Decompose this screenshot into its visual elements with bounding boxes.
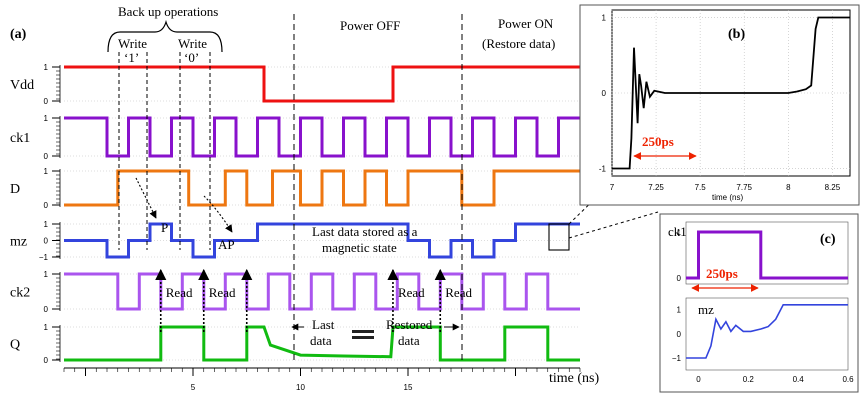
ytick-ck2: 1 bbox=[44, 270, 49, 279]
ytick-ck2: 0 bbox=[44, 305, 49, 314]
last-stored-line1: Last data stored as a bbox=[312, 224, 418, 239]
c-x-tick-label: 0.6 bbox=[842, 375, 854, 384]
b-x-tick-label: 7.5 bbox=[695, 183, 707, 192]
ytick-D: 0 bbox=[44, 201, 49, 210]
row-label-ck2: ck2 bbox=[10, 286, 30, 301]
c-mz-y-tick: 1 bbox=[677, 306, 682, 315]
ytick-Q: 1 bbox=[44, 323, 49, 332]
b-x-tick-label: 8.25 bbox=[825, 183, 841, 192]
c-x-tick-label: 0 bbox=[696, 375, 701, 384]
x-tick-label: 5 bbox=[191, 383, 196, 392]
last-data-line2: data bbox=[310, 333, 332, 348]
c-x-tick-label: 0.2 bbox=[743, 375, 755, 384]
c-mz-y-tick: 0 bbox=[677, 330, 682, 339]
panel-c-mz-label: mz bbox=[698, 302, 714, 317]
write0-value: ‘0’ bbox=[184, 50, 199, 65]
write1-arrow bbox=[135, 177, 157, 219]
b-x-tick-label: 8 bbox=[786, 183, 791, 192]
zoom-connector-c bbox=[568, 211, 659, 239]
c-x-tick-label: 0.4 bbox=[793, 375, 805, 384]
ytick-Vdd: 1 bbox=[44, 63, 49, 72]
trace-D bbox=[64, 169, 580, 207]
traces bbox=[64, 65, 580, 362]
write1-label: Write bbox=[118, 36, 147, 51]
read-label: Read bbox=[398, 285, 425, 300]
zoom-connector-b bbox=[568, 189, 605, 225]
backup-brace bbox=[107, 19, 223, 53]
trace-b-mz bbox=[612, 16, 850, 170]
y-axis-labels: 1 0 Vdd 1 0 ck1 1 0 D 1 0 −1 mz 1 0 ck2 1 0 Q bbox=[10, 63, 61, 365]
axes: 7 7.25 7.5 7.75 8 8.25 1 0 -1 bbox=[599, 14, 841, 192]
panel-c-tag: (c) bbox=[820, 232, 836, 247]
ytick-Vdd: 0 bbox=[44, 97, 49, 106]
zoom-box bbox=[548, 223, 570, 251]
b-y-tick-label: -1 bbox=[599, 164, 607, 173]
x-axis-title: time (ns) bbox=[549, 371, 599, 386]
last-data-line1: Last bbox=[312, 317, 335, 332]
write0-arrow bbox=[203, 195, 233, 233]
read-label: Read bbox=[209, 285, 236, 300]
power-on-label: Power ON bbox=[498, 16, 554, 31]
power-off-label: Power OFF bbox=[340, 18, 400, 33]
b-x-tick-label: 7.25 bbox=[648, 183, 664, 192]
traces bbox=[686, 230, 848, 359]
restored-line2: data bbox=[398, 333, 420, 348]
trace-Q bbox=[64, 325, 580, 362]
b-x-tick-label: 7.75 bbox=[736, 183, 752, 192]
trace-mz bbox=[64, 222, 580, 259]
row-label-mz: mz bbox=[10, 235, 27, 250]
ytick-Q: 0 bbox=[44, 356, 49, 365]
panel-b-tag: (b) bbox=[728, 27, 745, 42]
equals-bottom bbox=[352, 336, 374, 339]
x-tick-label: 15 bbox=[404, 383, 413, 392]
trace-Vdd bbox=[64, 65, 580, 103]
write1-value: ‘1’ bbox=[124, 50, 139, 65]
trace-ck2 bbox=[64, 272, 580, 311]
row-label-Q: Q bbox=[10, 338, 20, 353]
panel-b-250ps-label: 250ps bbox=[642, 134, 674, 149]
row-label-Vdd: Vdd bbox=[10, 78, 34, 93]
b-y-tick-label: 1 bbox=[602, 14, 607, 23]
panel-c-250ps-label: 250ps bbox=[706, 266, 738, 281]
row-label-ck1: ck1 bbox=[10, 131, 30, 146]
c-ck1-y-tick: 0 bbox=[677, 274, 682, 283]
p-state-label: P bbox=[161, 220, 168, 235]
b-x-tick-label: 7 bbox=[610, 183, 615, 192]
restore-label: (Restore data) bbox=[482, 36, 555, 51]
ap-state-label: AP bbox=[218, 237, 235, 252]
trace bbox=[612, 16, 850, 170]
ytick-ck1: 0 bbox=[44, 152, 49, 161]
c-ck1-y-tick: 1 bbox=[677, 228, 682, 237]
ytick-mz: 0 bbox=[44, 237, 49, 246]
c-mz-y-tick: −1 bbox=[672, 354, 682, 363]
panel-b: 7 7.25 7.5 7.75 8 8.25 1 0 -1 (b) 250ps time (ns… bbox=[579, 4, 860, 206]
panel-b-xlabel: time (ns) bbox=[712, 193, 743, 202]
read-arrows: Read Read Read Read bbox=[155, 268, 472, 332]
trace-c-ck1 bbox=[686, 230, 848, 280]
x-tick-label: 10 bbox=[296, 383, 305, 392]
backup-title: Back up operations bbox=[118, 4, 218, 19]
trace-ck1 bbox=[64, 116, 580, 158]
write0-label: Write bbox=[178, 36, 207, 51]
b-y-tick-label: 0 bbox=[602, 89, 607, 98]
axes: 1 0 1 0 −1 0 0.2 0.4 0.6 bbox=[672, 228, 854, 384]
ytick-ck1: 1 bbox=[44, 114, 49, 123]
row-label-D: D bbox=[10, 182, 20, 197]
panel-a: (a) Back up operations Write ‘1’ Write ‘… bbox=[10, 4, 659, 392]
read-label: Read bbox=[445, 285, 472, 300]
read-label: Read bbox=[166, 285, 193, 300]
equals-top bbox=[352, 330, 374, 333]
ytick-mz: 1 bbox=[44, 220, 49, 229]
ytick-mz: −1 bbox=[39, 253, 49, 262]
x-axis: 5 10 15 bbox=[63, 367, 581, 392]
panel-c: 1 0 1 0 −1 0 0.2 0.4 0.6 (c) ck1 mz 250ps bbox=[659, 213, 859, 393]
restored-line1: Restored bbox=[386, 317, 433, 332]
ytick-D: 1 bbox=[44, 167, 49, 176]
last-stored-line2: magnetic state bbox=[322, 240, 397, 255]
panel-a-tag: (a) bbox=[10, 27, 27, 42]
panel-c-ck1-label: ck1 bbox=[668, 224, 687, 239]
trace-c-mz bbox=[686, 303, 848, 359]
grid bbox=[611, 10, 850, 176]
